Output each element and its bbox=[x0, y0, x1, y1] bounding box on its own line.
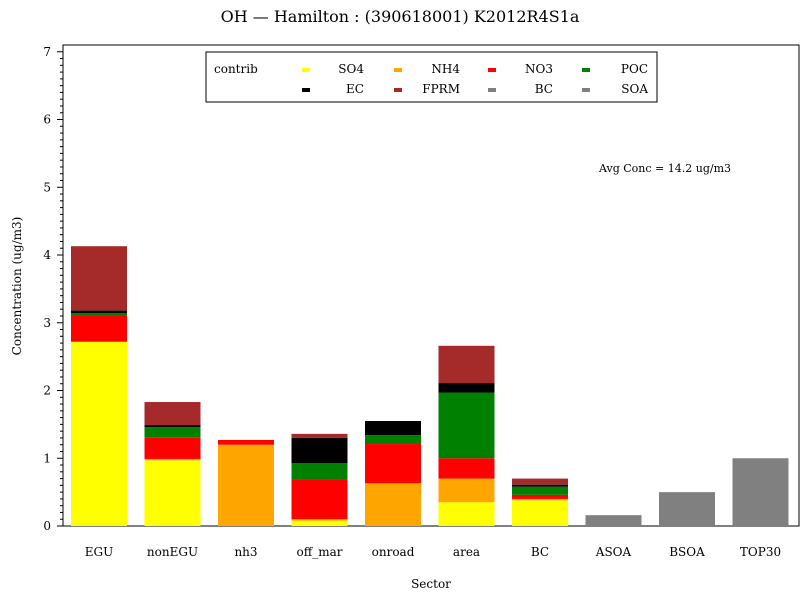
avg-conc-annotation: Avg Conc = 14.2 ug/m3 bbox=[598, 162, 731, 175]
legend-label-EC: EC bbox=[346, 82, 364, 96]
bar-nonEGU-NH4 bbox=[144, 458, 201, 461]
chart-title: OH — Hamilton : (390618001) K2012R4S1a bbox=[221, 7, 580, 26]
legend-swatch-SOA bbox=[582, 88, 590, 92]
bar-area-NO3 bbox=[438, 458, 495, 479]
bar-area-EC bbox=[438, 383, 495, 393]
legend-label-NO3: NO3 bbox=[525, 62, 553, 76]
x-tick-label: nh3 bbox=[234, 545, 257, 559]
bar-BC-POC bbox=[512, 486, 568, 495]
x-axis: EGU nonEGU nh3 off_mar onroad area BC ASOA BSOA T… bbox=[85, 545, 781, 559]
bar-area-POC bbox=[438, 392, 495, 459]
legend-label-FPRM: FPRM bbox=[422, 82, 460, 96]
legend-items: SO4 NH4 NO3 POC EC FPRM BC SOA bbox=[302, 62, 648, 96]
y-tick-label: 1 bbox=[43, 451, 51, 465]
bar-BC-NH4 bbox=[512, 498, 568, 501]
legend-label-SOA: SOA bbox=[621, 82, 648, 96]
bar-area-NH4 bbox=[438, 478, 495, 503]
legend-label-NH4: NH4 bbox=[431, 62, 460, 76]
bar-off_mar-NH4 bbox=[291, 519, 348, 521]
bar-EGU-EC bbox=[71, 310, 127, 314]
x-tick-label: TOP30 bbox=[740, 545, 781, 559]
bar-BC-SO4 bbox=[512, 500, 568, 526]
y-tick-label: 5 bbox=[43, 180, 51, 194]
bar-BC-FPRM bbox=[512, 478, 568, 485]
legend-box bbox=[205, 51, 658, 103]
bar-off_mar-NO3 bbox=[291, 479, 348, 520]
x-tick-label: area bbox=[453, 545, 480, 559]
x-tick-label: BSOA bbox=[669, 545, 705, 559]
bar-BC-EC bbox=[512, 484, 568, 487]
bar-area-FPRM bbox=[438, 345, 495, 384]
legend-swatch-BC bbox=[488, 88, 496, 92]
y-axis-label: Concentration (ug/m3) bbox=[10, 217, 24, 356]
bar-onroad-POC bbox=[365, 435, 421, 445]
y-tick-label: 0 bbox=[43, 519, 51, 533]
x-tick-label: off_mar bbox=[296, 545, 342, 559]
x-tick-label: BC bbox=[531, 545, 549, 559]
bar-nh3-NH4 bbox=[218, 444, 274, 526]
y-tick-label: 7 bbox=[43, 45, 51, 59]
bar-nonEGU-NO3 bbox=[144, 437, 201, 459]
legend-swatch-NO3 bbox=[488, 68, 496, 72]
legend-title: contrib bbox=[214, 62, 258, 76]
legend-swatch-POC bbox=[582, 68, 590, 72]
bar-onroad-NH4 bbox=[365, 483, 421, 526]
bar-nh3-NO3 bbox=[218, 439, 274, 445]
bar-nonEGU-FPRM bbox=[144, 402, 201, 426]
bar-onroad-EC bbox=[365, 420, 421, 436]
bar-BSOA-SOA bbox=[659, 492, 715, 526]
y-tick-label: 6 bbox=[43, 113, 51, 127]
bar-off_mar-EC bbox=[291, 437, 348, 463]
bar-off_mar-POC bbox=[291, 462, 348, 480]
bar-onroad-NO3 bbox=[365, 444, 421, 484]
legend: contrib SO4 NH4 NO3 POC EC FPRM BC SOA bbox=[205, 51, 658, 103]
bar-nonEGU-SO4 bbox=[144, 460, 201, 526]
bars bbox=[71, 246, 789, 526]
bar-EGU-NO3 bbox=[71, 315, 127, 342]
legend-label-SO4: SO4 bbox=[338, 62, 364, 76]
x-axis-label: Sector bbox=[411, 577, 451, 591]
x-tick-label: EGU bbox=[85, 545, 113, 559]
bar-TOP30-SOA bbox=[732, 458, 789, 526]
y-axis: 0 1 2 3 4 5 6 7 bbox=[43, 45, 63, 533]
x-tick-label: onroad bbox=[372, 545, 415, 559]
bar-EGU-POC bbox=[71, 313, 127, 316]
bar-ASOA-SOA bbox=[585, 515, 642, 526]
x-tick-label: nonEGU bbox=[147, 545, 198, 559]
bar-nonEGU-EC bbox=[144, 425, 201, 428]
bar-BC-NO3 bbox=[512, 494, 568, 499]
bar-off_mar-SO4 bbox=[291, 520, 348, 526]
legend-label-BC: BC bbox=[535, 82, 553, 96]
y-tick-label: 2 bbox=[43, 384, 51, 398]
legend-swatch-EC bbox=[302, 88, 310, 92]
bar-nonEGU-POC bbox=[144, 427, 201, 438]
y-tick-label: 3 bbox=[43, 316, 51, 330]
bar-off_mar-FPRM bbox=[291, 433, 348, 438]
plot-frame bbox=[62, 44, 800, 527]
x-tick-label: ASOA bbox=[595, 545, 632, 559]
bar-area-SO4 bbox=[438, 502, 495, 526]
bar-EGU-FPRM bbox=[71, 246, 127, 311]
y-tick-label: 4 bbox=[43, 248, 51, 262]
legend-swatch-NH4 bbox=[394, 68, 402, 72]
legend-swatch-FPRM bbox=[394, 88, 402, 92]
legend-label-POC: POC bbox=[621, 62, 648, 76]
bar-EGU-SO4 bbox=[71, 341, 127, 526]
legend-swatch-SO4 bbox=[302, 68, 310, 72]
